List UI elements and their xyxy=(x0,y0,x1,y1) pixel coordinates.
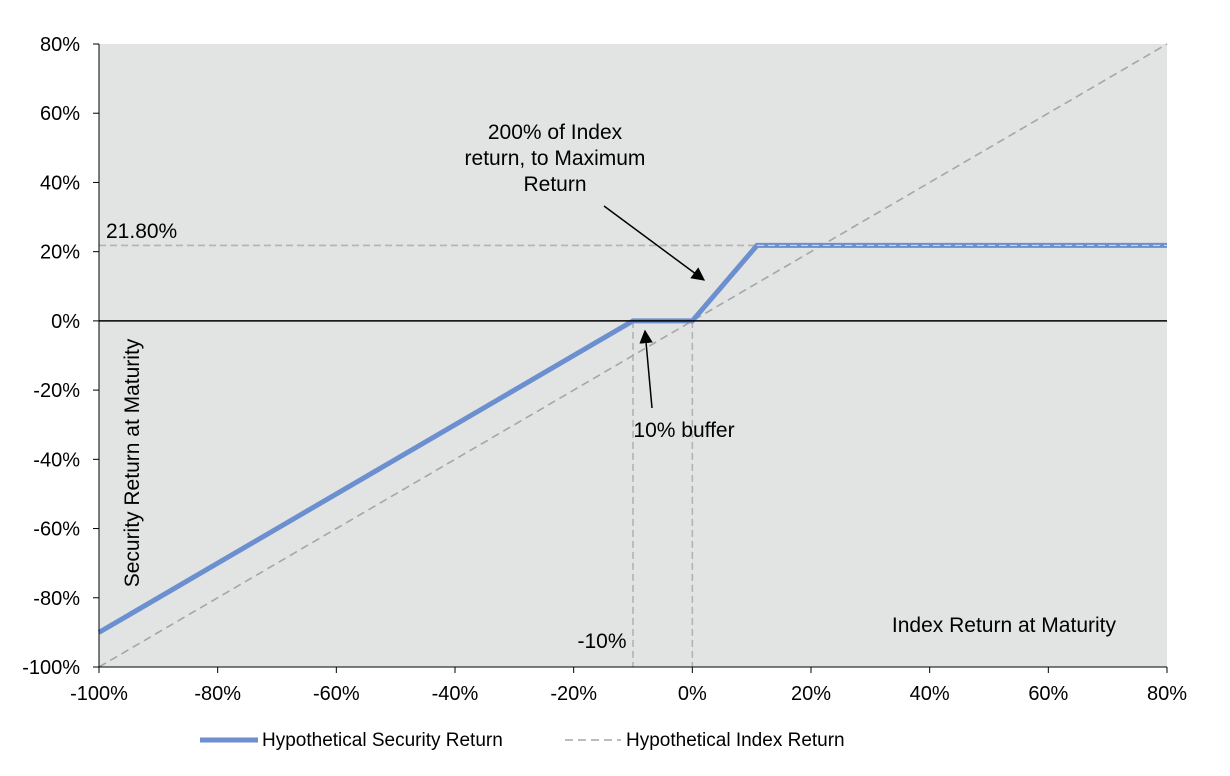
legend-label-security: Hypothetical Security Return xyxy=(262,730,503,751)
y-tick-label: 80% xyxy=(40,34,80,56)
participation-note-line-2: return, to Maximum xyxy=(465,147,646,170)
x-tick-label: 40% xyxy=(910,683,950,705)
legend: Hypothetical Security Return Hypothetica… xyxy=(200,730,845,751)
y-tick-label: -40% xyxy=(33,449,80,471)
x-tick-label: -100% xyxy=(70,683,128,705)
y-tick-label: 0% xyxy=(51,311,80,333)
y-tick-label: -80% xyxy=(33,588,80,610)
buffer-value-label: -10% xyxy=(577,630,626,653)
participation-arrow xyxy=(603,205,706,281)
y-tick-label: -20% xyxy=(33,380,80,402)
buffer-note: 10% buffer xyxy=(633,419,734,442)
index-return-line xyxy=(98,43,1168,668)
x-axis-title: Index Return at Maturity xyxy=(892,614,1117,637)
x-tick-label: -60% xyxy=(313,683,360,705)
x-tick-label: 60% xyxy=(1028,683,1068,705)
x-tick-label: -40% xyxy=(432,683,479,705)
x-tick-label: 80% xyxy=(1147,683,1187,705)
buffer-arrow xyxy=(639,329,653,409)
cap-value-label: 21.80% xyxy=(106,220,177,243)
y-tick-label: -60% xyxy=(33,519,80,541)
x-tick-label: -80% xyxy=(194,683,241,705)
x-tick-label: 0% xyxy=(678,683,707,705)
participation-note-line-3: Return xyxy=(523,173,586,196)
participation-note-line-1: 200% of Index xyxy=(488,121,623,144)
y-tick-label: 40% xyxy=(40,172,80,194)
x-tick-label: 20% xyxy=(791,683,831,705)
x-tick-label: -20% xyxy=(550,683,597,705)
y-tick-label: 60% xyxy=(40,103,80,125)
y-tick-label: 20% xyxy=(40,242,80,264)
y-axis-title: Security Return at Maturity xyxy=(121,338,144,587)
legend-label-index: Hypothetical Index Return xyxy=(626,730,845,751)
y-tick-label: -100% xyxy=(22,657,80,679)
